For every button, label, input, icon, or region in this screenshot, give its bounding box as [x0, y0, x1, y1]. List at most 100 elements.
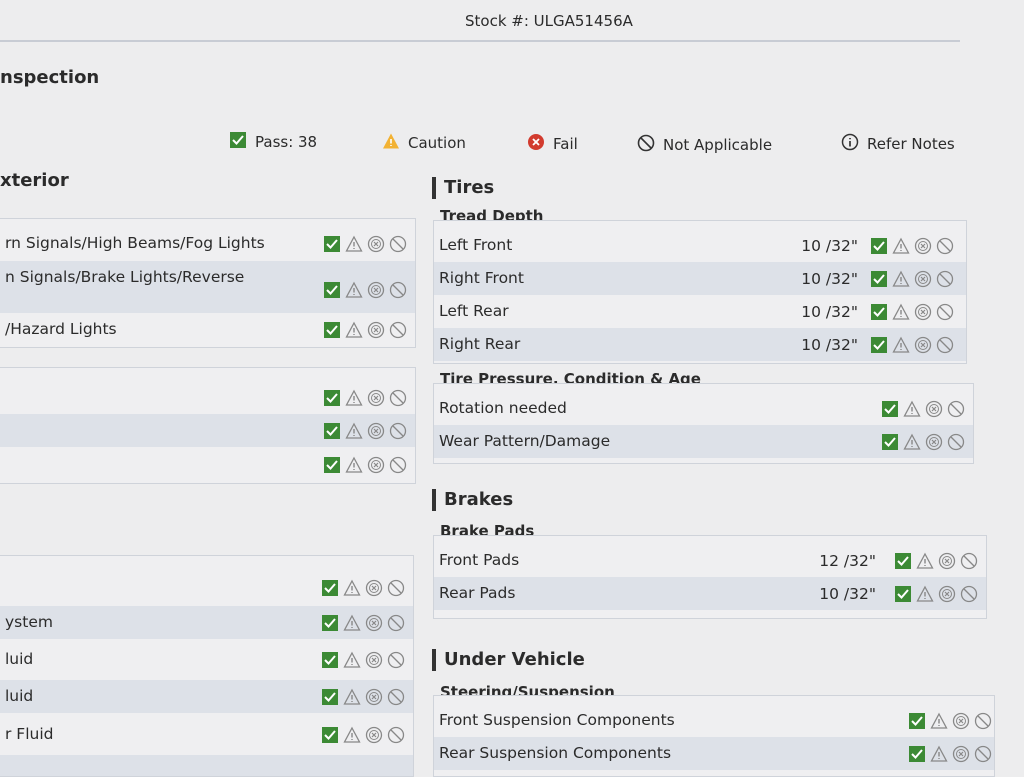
caution-icon: [892, 237, 910, 254]
caution-icon: [903, 433, 921, 450]
row-label: Wear Pattern/Damage: [439, 432, 611, 450]
row-label: Left Rear: [439, 302, 509, 320]
row: Left Rear 10 /32": [434, 295, 966, 328]
pass-icon: [871, 238, 887, 254]
status-icons: [894, 552, 978, 570]
na-icon: [936, 270, 954, 288]
measurement: 12 /32": [819, 552, 876, 570]
group: rn Signals/High Beams/Fog Lights n Signa…: [0, 218, 416, 348]
na-icon: [387, 726, 405, 744]
title: nspection: [0, 67, 100, 88]
row-label: Right Rear: [439, 335, 521, 353]
legend-label: Not Applicable: [663, 136, 773, 154]
measurement: 10 /32": [801, 303, 858, 321]
pass-icon: [322, 689, 338, 705]
caution-icon: [343, 614, 361, 631]
caution-icon: [343, 579, 361, 596]
fail-icon: [952, 745, 970, 763]
na-icon: [387, 579, 405, 597]
legend-icon: [230, 132, 246, 148]
na-icon: [960, 552, 978, 570]
row: Rear Suspension Components: [434, 737, 994, 770]
row: Wear Pattern/Damage: [434, 425, 973, 458]
caution-icon: [930, 745, 948, 762]
caution-icon: [345, 456, 363, 473]
fail-icon: [367, 281, 385, 299]
fail-icon: [365, 688, 383, 706]
group: Front Suspension Components Rear Suspensi…: [433, 695, 995, 777]
caution-icon: [916, 585, 934, 602]
na-icon: [960, 585, 978, 603]
group: Left Front 10 /32" Right Front 10 /32" Left …: [433, 220, 967, 364]
status-icons: [870, 303, 954, 321]
measurement: 10 /32": [819, 585, 876, 603]
pass-icon: [909, 713, 925, 729]
pass-icon: [871, 337, 887, 353]
fail-icon: [914, 237, 932, 255]
rule: [0, 40, 960, 42]
pass-icon: [322, 615, 338, 631]
caution-icon: [930, 712, 948, 729]
legend-caution: Caution: [382, 132, 466, 154]
row: Front Pads 12 /32": [434, 544, 986, 577]
row: Rear Pads 10 /32": [434, 577, 986, 610]
fail-icon: [925, 433, 943, 451]
pass-icon: [895, 586, 911, 602]
legend-pass: Pass: 38: [229, 131, 317, 153]
na-icon: [936, 303, 954, 321]
caution-icon: [903, 400, 921, 417]
pass-icon: [324, 282, 340, 298]
section-title: xterior: [0, 170, 69, 191]
pass-icon: [882, 401, 898, 417]
status-icons: [881, 400, 965, 418]
measurement: 10 /32": [801, 270, 858, 288]
status-icons: [908, 745, 992, 763]
section-title: Tires: [432, 177, 494, 199]
row-label: r Fluid: [5, 725, 54, 743]
legend-icon: [637, 134, 655, 152]
caution-icon: [343, 726, 361, 743]
group: Front Pads 12 /32" Rear Pads 10 /32": [433, 535, 987, 619]
section-title: Brakes: [432, 489, 513, 511]
na-icon: [947, 433, 965, 451]
legend-na: Not Applicable: [637, 134, 772, 156]
row: Right Rear 10 /32": [434, 328, 966, 361]
caution-icon: [345, 281, 363, 298]
pass-icon: [871, 271, 887, 287]
row-label: rn Signals/High Beams/Fog Lights: [5, 234, 265, 252]
pass-icon: [324, 390, 340, 406]
fail-icon: [367, 235, 385, 253]
row: Right Front 10 /32": [434, 262, 966, 295]
row-label: luid: [5, 650, 34, 668]
na-icon: [389, 235, 407, 253]
row-label: luid: [5, 687, 34, 705]
row: Left Front 10 /32": [434, 229, 966, 262]
caution-icon: [345, 389, 363, 406]
fail-icon: [365, 579, 383, 597]
fail-icon: [365, 651, 383, 669]
na-icon: [389, 456, 407, 474]
na-icon: [389, 389, 407, 407]
section-title: Under Vehicle: [432, 649, 585, 671]
row: Rotation needed: [434, 392, 973, 425]
fail-icon: [365, 726, 383, 744]
caution-icon: [345, 235, 363, 252]
row-label: Front Pads: [439, 551, 520, 569]
pass-icon: [324, 236, 340, 252]
legend-notes: Refer Notes: [841, 133, 955, 155]
fail-icon: [938, 585, 956, 603]
fail-icon: [952, 712, 970, 730]
na-icon: [389, 422, 407, 440]
fail-icon: [914, 336, 932, 354]
legend-label: Pass: 38: [255, 133, 318, 151]
pass-icon: [324, 322, 340, 338]
measurement: 10 /32": [801, 237, 858, 255]
status-icons: [870, 270, 954, 288]
fail-icon: [365, 614, 383, 632]
pass-icon: [322, 727, 338, 743]
legend-fail: Fail: [527, 133, 578, 155]
status-icons: [908, 712, 992, 730]
caution-icon: [343, 688, 361, 705]
pass-icon: [322, 652, 338, 668]
status-icons: [870, 336, 954, 354]
